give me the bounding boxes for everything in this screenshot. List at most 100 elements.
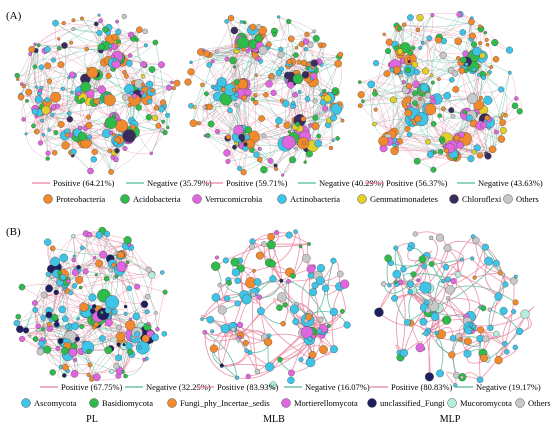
network-node [293, 52, 299, 58]
positive-edge [502, 311, 514, 353]
positive-edge [384, 34, 391, 65]
network-node [88, 293, 97, 302]
positive-edge [475, 240, 501, 274]
network-node [121, 370, 125, 374]
network-node [92, 373, 101, 382]
negative-edge [20, 50, 37, 98]
network-node [265, 80, 273, 88]
network-node [244, 348, 249, 354]
network-node [497, 135, 506, 143]
network-node [480, 121, 487, 129]
legend-label: Gemmatimonadetes [370, 194, 438, 204]
network-node [464, 337, 472, 346]
network-node [206, 103, 214, 111]
network-node [487, 126, 491, 130]
network-node [428, 235, 434, 241]
network-node [32, 64, 38, 70]
network-node [105, 72, 112, 79]
network-node [53, 130, 59, 136]
network-node [312, 114, 319, 121]
network-node [487, 324, 494, 332]
network-node [314, 139, 322, 148]
network-node [243, 142, 248, 147]
network-b-pl [13, 226, 168, 382]
network-node [460, 375, 464, 380]
network-node [13, 319, 20, 327]
network-node [373, 107, 378, 112]
network-node [498, 86, 505, 93]
legend-a: Proteobacteria Acidobacteria Verrucomicr… [43, 194, 539, 204]
network-node [483, 31, 487, 35]
network-node [410, 271, 417, 278]
network-node [134, 37, 139, 42]
network-node [77, 125, 82, 130]
network-node [322, 105, 329, 112]
network-node [267, 158, 274, 164]
network-node [230, 257, 240, 267]
network-node [302, 38, 310, 45]
network-node [281, 135, 296, 150]
positive-label: Positive (59.71%) [226, 178, 288, 188]
network-node [217, 305, 227, 315]
network-node [40, 314, 47, 321]
network-node [240, 169, 247, 176]
network-node [478, 41, 483, 46]
network-node [442, 315, 452, 325]
network-node [233, 124, 244, 136]
network-node [481, 75, 486, 80]
network-node [263, 92, 269, 98]
positive-edge [43, 134, 51, 159]
legend-swatch [120, 194, 130, 204]
network-node [383, 70, 391, 78]
network-node [162, 130, 168, 136]
network-node [45, 271, 52, 277]
network-node [469, 322, 473, 327]
network-node [489, 65, 494, 69]
network-node [18, 283, 26, 291]
network-node [439, 51, 447, 59]
network-node [308, 123, 313, 128]
positive-edge [73, 235, 126, 247]
network-node [57, 46, 62, 51]
network-node [34, 95, 43, 104]
network-a-3 [357, 10, 523, 173]
network-node [225, 134, 231, 140]
network-node [372, 121, 377, 127]
positive-edge [395, 291, 411, 358]
network-node [249, 243, 256, 250]
network-node [117, 251, 125, 259]
network-node [470, 234, 476, 239]
legend-label: Verrucomicrobia [205, 194, 262, 204]
network-node [60, 86, 65, 91]
legend-label: Ascomycota [34, 398, 77, 408]
network-node [405, 83, 413, 90]
network-node [296, 59, 302, 65]
network-node [55, 346, 61, 351]
network-node [516, 108, 523, 115]
network-node [68, 290, 74, 296]
positive-edge [396, 25, 463, 33]
network-node [61, 347, 69, 355]
network-node [397, 26, 403, 31]
network-node [289, 156, 296, 164]
negative-label: Negative (16.07%) [305, 382, 370, 392]
network-node [59, 253, 68, 263]
network-node [127, 53, 133, 58]
network-node [452, 86, 460, 93]
network-node [302, 141, 307, 146]
network-node [443, 148, 449, 154]
network-node [200, 317, 204, 321]
network-node [372, 60, 380, 67]
network-node [449, 77, 455, 83]
network-node [331, 138, 335, 142]
network-node [470, 41, 478, 48]
network-node [91, 148, 98, 156]
network-node [149, 151, 153, 156]
legend-item: Others [515, 398, 550, 408]
network-node [145, 266, 152, 273]
network-node [28, 51, 33, 56]
network-node [305, 357, 316, 368]
negative-edge [193, 84, 203, 124]
network-node [103, 275, 110, 282]
